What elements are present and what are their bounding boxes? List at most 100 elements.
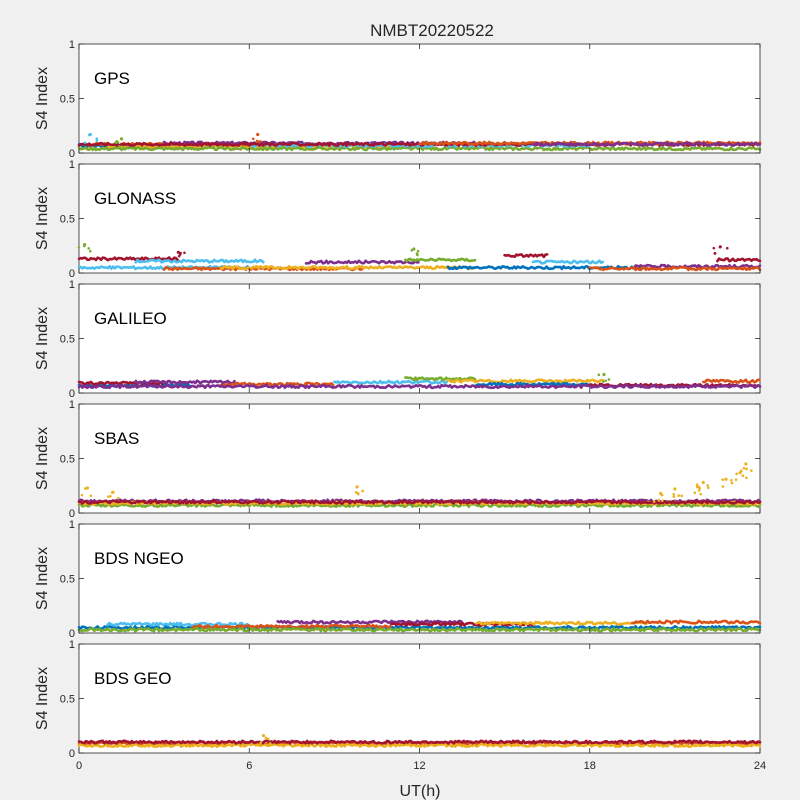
panel-label: GLONASS bbox=[94, 189, 176, 208]
data-point bbox=[677, 494, 681, 497]
data-point bbox=[110, 491, 114, 494]
series-trail bbox=[588, 266, 762, 272]
panel-glonass: 0 0.5 1 GLONASS S4 Index bbox=[34, 159, 762, 280]
data-point bbox=[660, 493, 664, 497]
series-trail bbox=[276, 619, 463, 625]
data-point bbox=[697, 485, 701, 489]
data-point bbox=[745, 467, 748, 471]
data-point bbox=[354, 491, 358, 494]
data-point bbox=[672, 492, 676, 496]
series-trail bbox=[531, 141, 761, 147]
series-trail bbox=[531, 259, 605, 265]
series-trail bbox=[503, 253, 549, 259]
plot-area bbox=[78, 523, 761, 634]
panels-group: 0 0.5 1 GPS S4 Index 0 0.5 1 GLONASS S4 Index 0 0.5… bbox=[34, 39, 766, 772]
data-point bbox=[738, 471, 742, 475]
plot-area bbox=[78, 43, 761, 154]
data-point bbox=[741, 474, 745, 478]
series-trail bbox=[219, 264, 476, 271]
data-point bbox=[84, 487, 87, 490]
series-trail bbox=[304, 259, 420, 265]
data-point bbox=[724, 477, 728, 481]
data-point bbox=[661, 499, 664, 503]
data-point bbox=[742, 466, 746, 470]
series-trail bbox=[475, 620, 648, 626]
y-axis-label: S4 Index bbox=[34, 67, 51, 130]
y-tick-label: 0 bbox=[69, 388, 75, 400]
data-point bbox=[95, 139, 99, 142]
data-point bbox=[179, 251, 182, 255]
plot-area bbox=[78, 403, 761, 514]
data-point bbox=[680, 494, 683, 498]
series-trail bbox=[134, 379, 236, 385]
x-tick-label: 0 bbox=[76, 760, 82, 772]
data-point bbox=[251, 137, 255, 141]
data-point bbox=[266, 737, 270, 741]
data-point bbox=[657, 498, 661, 502]
data-point bbox=[87, 247, 91, 250]
series-trail bbox=[446, 378, 605, 384]
y-tick-label: 0.5 bbox=[60, 94, 75, 106]
panel-bds-geo: 0 0.5 1 0 6 12 18 24 BDS GEO S4 Index bbox=[34, 639, 766, 772]
data-point bbox=[261, 733, 266, 738]
data-point bbox=[80, 493, 84, 497]
chart-title: NMBT20220522 bbox=[370, 21, 494, 40]
panel-galileo: 0 0.5 1 GALILEO S4 Index bbox=[34, 279, 762, 400]
data-point bbox=[673, 487, 677, 491]
series-trail bbox=[404, 257, 477, 263]
series-trail bbox=[77, 739, 762, 745]
plot-area bbox=[78, 163, 761, 274]
data-point bbox=[735, 472, 738, 476]
plot-area bbox=[78, 643, 761, 754]
data-point bbox=[416, 249, 420, 253]
data-point bbox=[699, 492, 703, 496]
series-trail bbox=[716, 257, 762, 263]
data-point bbox=[361, 489, 364, 493]
data-point bbox=[730, 481, 734, 485]
data-point bbox=[89, 494, 93, 498]
data-point bbox=[693, 491, 697, 495]
data-point bbox=[106, 495, 110, 498]
data-point bbox=[597, 373, 601, 377]
data-point bbox=[176, 250, 180, 254]
data-point bbox=[745, 476, 748, 480]
data-point bbox=[356, 492, 360, 495]
data-point bbox=[706, 486, 710, 490]
panel-label: GPS bbox=[94, 69, 130, 88]
data-point bbox=[177, 254, 181, 258]
data-point bbox=[82, 244, 86, 248]
y-tick-label: 0 bbox=[69, 268, 75, 280]
panel-gps: 0 0.5 1 GPS S4 Index bbox=[34, 39, 762, 160]
y-axis-label: S4 Index bbox=[34, 547, 51, 610]
series-trail bbox=[134, 258, 265, 264]
data-point bbox=[410, 248, 414, 252]
series-trail bbox=[702, 378, 761, 384]
series-trail bbox=[333, 379, 448, 385]
series-trail bbox=[77, 146, 762, 152]
data-point bbox=[88, 249, 92, 253]
data-point bbox=[77, 246, 81, 249]
y-tick-label: 0.5 bbox=[60, 214, 75, 226]
series-trail bbox=[77, 383, 762, 390]
data-point bbox=[718, 245, 722, 249]
data-point bbox=[672, 495, 676, 498]
data-point bbox=[750, 469, 753, 472]
series-trail bbox=[191, 623, 392, 630]
y-tick-label: 1 bbox=[69, 39, 75, 51]
data-point bbox=[264, 736, 268, 740]
series-trail bbox=[77, 742, 762, 748]
data-point bbox=[183, 251, 186, 255]
panel-bds-ngeo: 0 0.5 1 BDS NGEO S4 Index bbox=[34, 519, 762, 640]
data-point bbox=[744, 462, 748, 466]
data-point bbox=[729, 479, 733, 482]
y-tick-label: 1 bbox=[69, 639, 75, 651]
y-tick-label: 0.5 bbox=[60, 334, 75, 346]
data-point bbox=[268, 742, 272, 745]
data-point bbox=[607, 378, 611, 381]
y-tick-label: 0.5 bbox=[60, 694, 75, 706]
data-point bbox=[721, 485, 725, 488]
data-point bbox=[88, 133, 91, 137]
series-trail bbox=[475, 381, 590, 387]
data-point bbox=[114, 141, 118, 144]
